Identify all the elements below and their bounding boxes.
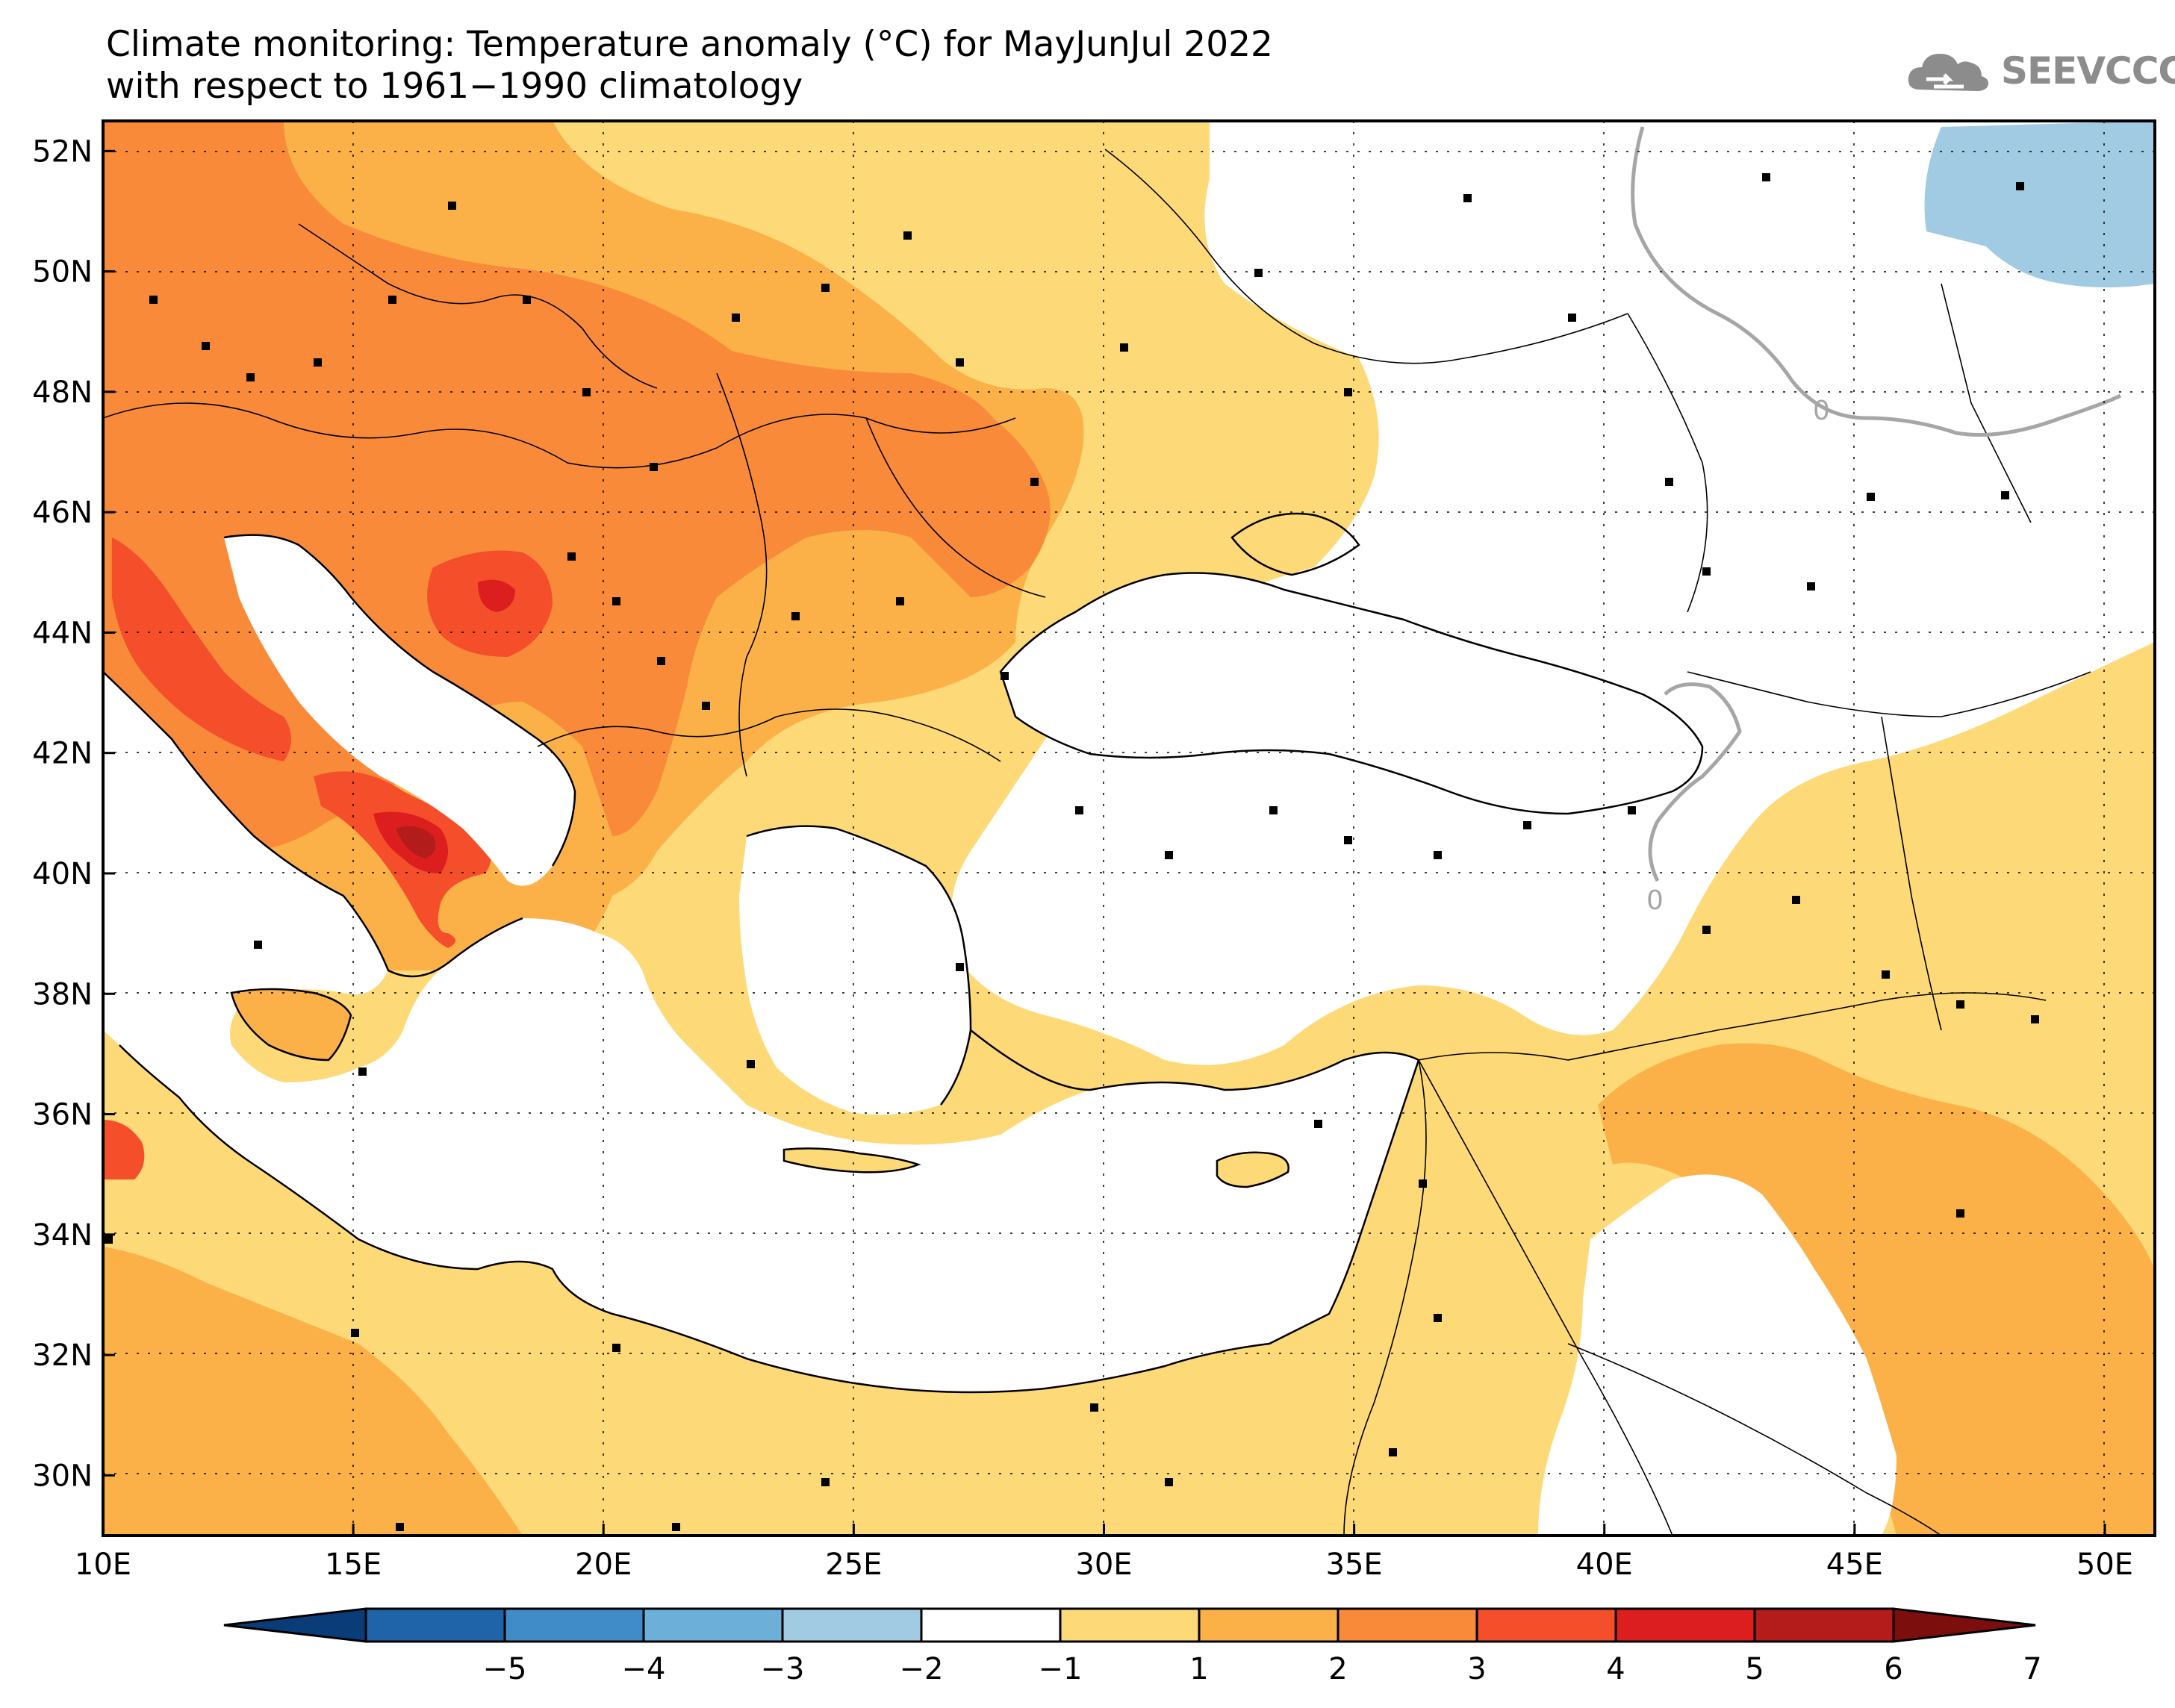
colorbar-label: 2 [1328,1652,1347,1686]
anomaly-zone-2-3-middle-east [1598,1043,2155,1536]
lat-tick-label: 38N [32,977,93,1012]
lon-tick-label: 10E [75,1548,131,1582]
island-crete [784,1148,918,1173]
lat-tick-label: 40N [32,857,93,891]
colorbar-label: 1 [1189,1652,1208,1686]
anomaly-zone-negative-ne [1924,121,2155,287]
title-line-1: Climate monitoring: Temperature anomaly … [106,24,1273,65]
anomaly-zone-4-5-tunisia [103,1120,145,1179]
lat-tick-label: 50N [32,255,93,290]
anomaly-field [103,121,2155,1536]
colorbar-label: 7 [2023,1652,2041,1686]
colorbar-cell [1337,1607,1478,1643]
lon-tick-label: 15E [325,1548,382,1582]
contour-label-zero-caucasus: 0 [1646,885,1664,916]
colorbar-cell [1475,1607,1617,1643]
lon-tick-label: 20E [575,1548,632,1582]
island-cyprus [1217,1152,1289,1187]
lat-tick-label: 32N [32,1338,93,1373]
chart-title: Climate monitoring: Temperature anomaly … [106,24,1273,107]
colorbar-cell [503,1607,645,1643]
colorbar-cell [920,1607,1062,1643]
station-markers [105,173,2039,1531]
gridlines [103,121,2155,1536]
cloud-icon [1908,54,1988,91]
colorbar-label: −4 [622,1652,666,1686]
lon-tick-label: 35E [1326,1548,1383,1582]
logo-text: SEEVCCC [2001,49,2175,93]
lat-tick-label: 30N [32,1459,93,1493]
lon-tick-label: 25E [825,1548,882,1582]
anomaly-zone-5-6-bosnia [478,579,515,612]
colorbar-label: 4 [1606,1652,1625,1686]
sea-black-sea [1001,573,1702,814]
colorbar-label: 5 [1745,1652,1764,1686]
colorbar-cell [642,1607,784,1643]
colorbar-label: −5 [483,1652,527,1686]
country-borders [103,149,2091,1536]
map-frame [102,119,2156,1537]
contour-label-zero-north: 0 [1813,396,1830,426]
lat-tick-label: 44N [32,616,93,650]
seevccc-logo: SEEVCCC [1904,45,2175,97]
anomaly-zone-2-3-africa [103,1247,523,1536]
title-line-2: with respect to 1961−1990 climatology [106,66,803,107]
lat-tick-label: 36N [32,1098,93,1132]
longitude-axis: 10E 15E 20E 25E 30E 35E 40E 45E 50E [75,1524,2133,1582]
colorbar-cell [781,1607,923,1643]
colorbar-label: −3 [761,1652,805,1686]
colorbar-arrow-low [223,1607,367,1643]
colorbar-cell [1753,1607,1895,1643]
lat-tick-label: 52N [32,134,93,169]
sea-adriatic [224,534,575,886]
colorbar-label: 6 [1884,1652,1902,1686]
latitude-axis: 52N 50N 48N 46N 44N 42N 40N 38N 36N 34N 32N 30N [32,134,115,1493]
sea-aegean [739,826,971,1115]
colorbar-label: 3 [1467,1652,1486,1686]
lon-tick-label: 50E [2076,1548,2133,1582]
colorbar-arrow-high [1892,1607,2036,1643]
lat-tick-label: 48N [32,375,93,410]
lon-tick-label: 40E [1576,1548,1633,1582]
colorbar-cell [364,1607,506,1643]
colorbar-cell [1614,1607,1756,1643]
island-sicily [231,989,351,1060]
anomaly-zone-4-5-italy [112,537,291,761]
coastlines [103,512,1704,1394]
lat-tick-label: 42N [32,737,93,771]
anomaly-zone-6-7-apulia [396,826,436,858]
lon-tick-label: 30E [1075,1548,1132,1582]
colorbar-label: −1 [1039,1652,1083,1686]
lat-tick-label: 34N [32,1218,93,1253]
lat-tick-label: 46N [32,496,93,530]
colorbar-cell [1059,1607,1201,1643]
colorbar: −5 −4 −3 −2 −1 1 2 3 4 5 6 7 [223,1607,2042,1686]
zero-contour-lines [1631,126,2122,882]
lon-tick-label: 45E [1826,1548,1883,1582]
colorbar-cell [1198,1607,1339,1643]
anomaly-zone-neutral-syria-desert [1538,1174,1896,1536]
colorbar-label: −2 [900,1652,944,1686]
sea-tyrrhenian-central-med [103,672,1419,1392]
